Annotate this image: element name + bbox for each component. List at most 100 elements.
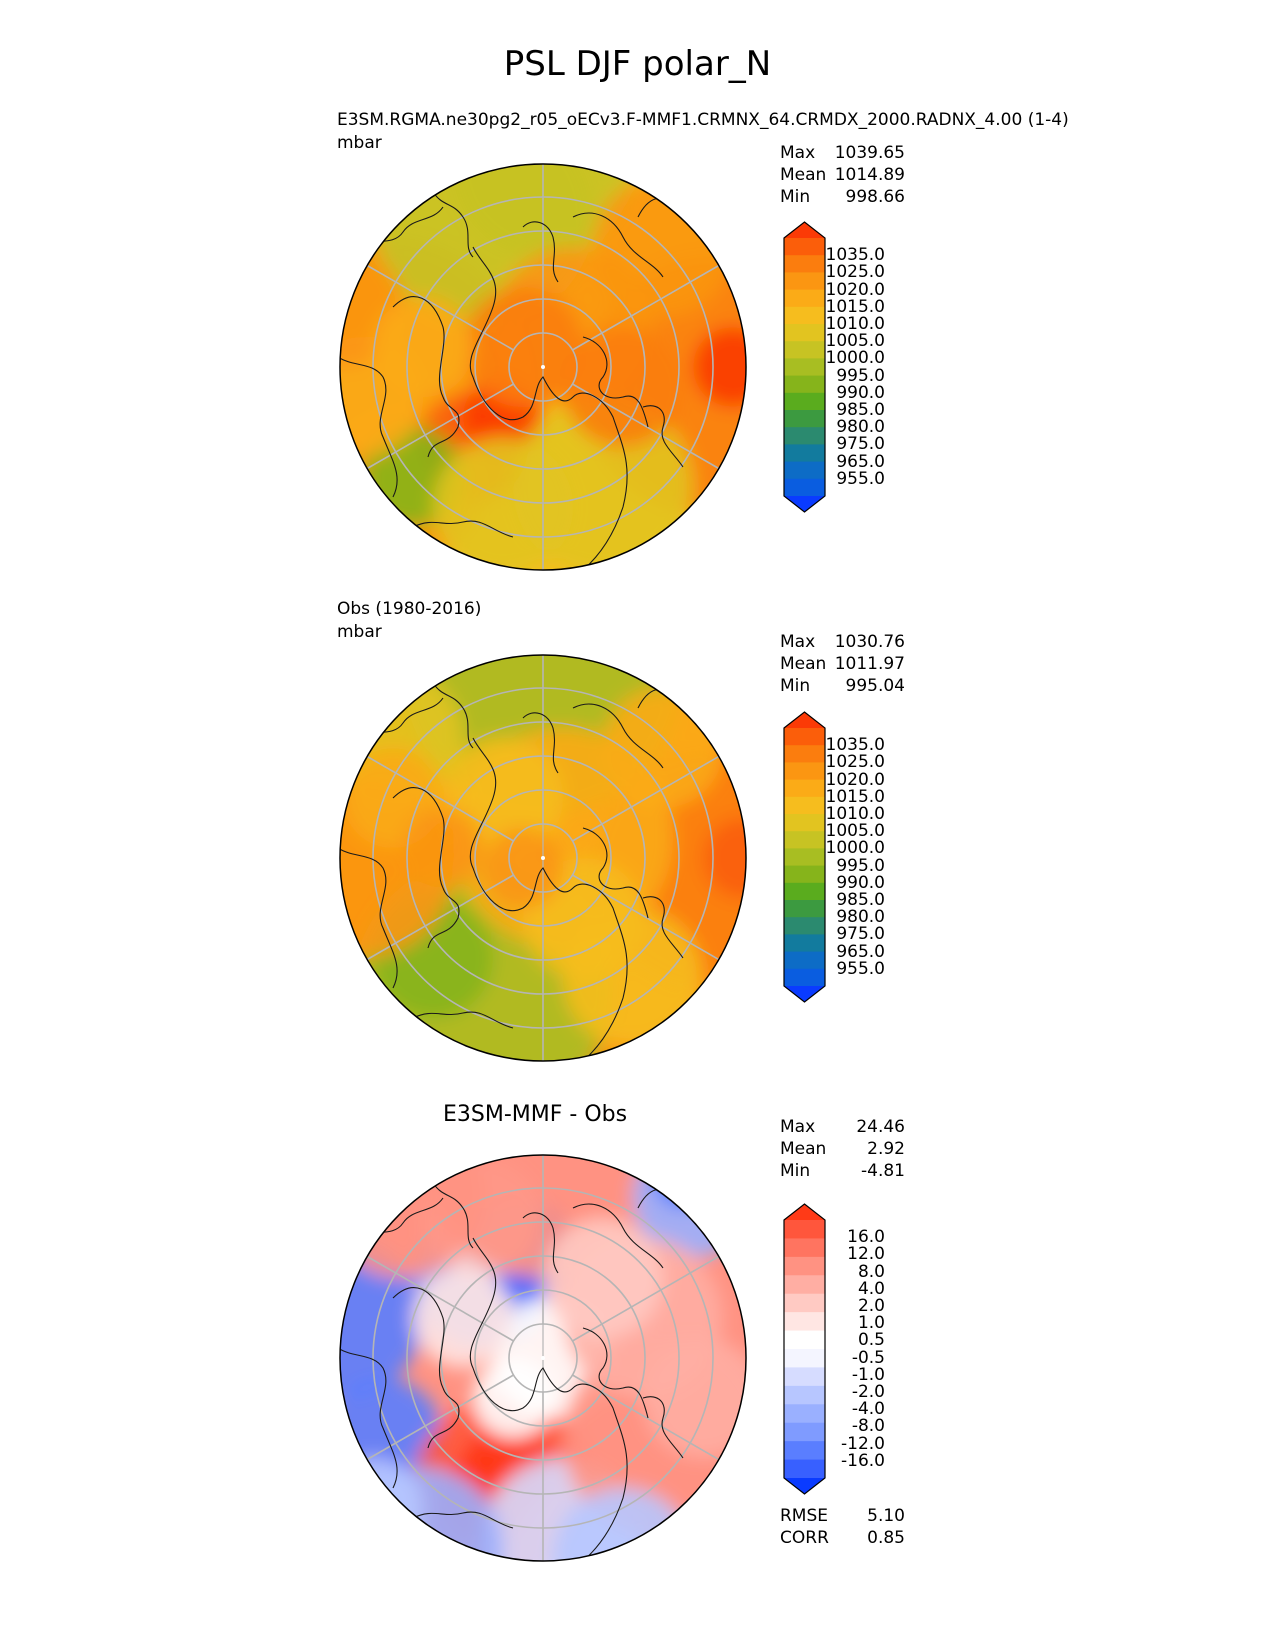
- coastline: [469, 246, 628, 570]
- colorbar-segment: [784, 934, 825, 953]
- colorbar-tick-label: 1.0: [857, 1313, 885, 1334]
- coastline: [392, 787, 460, 949]
- colorbar-segment: [784, 410, 825, 428]
- coastline: [469, 1237, 628, 1561]
- colorbar-tick-label: -8.0: [851, 1416, 885, 1437]
- obs-max-value: 1030.76: [834, 632, 905, 652]
- coastline: [340, 1347, 398, 1489]
- corr-value: 0.85: [867, 1528, 905, 1548]
- colorbar-outline: [783, 221, 826, 513]
- diff-min-label: Min: [780, 1161, 811, 1181]
- coastline: [340, 847, 398, 989]
- obs-mean-value: 1011.97: [834, 654, 905, 674]
- coastline: [642, 405, 684, 468]
- coastline: [522, 712, 559, 774]
- colorbar-segment: [784, 1385, 825, 1405]
- coastline: [412, 1011, 514, 1029]
- model-max-value: 1039.65: [834, 143, 905, 163]
- rmse-label: RMSE: [780, 1506, 829, 1526]
- diff-title: E3SM-MMF - Obs: [443, 1102, 628, 1127]
- meridian-gridline: [366, 383, 514, 470]
- colorbar-segment: [784, 289, 825, 308]
- model-min-label: Min: [780, 187, 811, 207]
- colorbar-tick-label: 1035.0: [825, 245, 885, 266]
- colorbar-tick-label: 16.0: [847, 1227, 885, 1248]
- figure-title: PSL DJF polar_N: [503, 44, 772, 84]
- colorbar-segment: [784, 1349, 825, 1368]
- colorbar-segment: [784, 358, 825, 377]
- colorbar-tick-label: 975.0: [836, 434, 885, 455]
- colorbar-tick-label: 980.0: [836, 907, 885, 928]
- coastline: [392, 296, 460, 458]
- model-mean-label: Mean: [780, 165, 827, 185]
- diff-mean-value: 2.92: [867, 1139, 905, 1159]
- colorbar-tick-label: 965.0: [836, 451, 885, 472]
- colorbar-tick-label: 1005.0: [825, 331, 885, 352]
- colorbar-segment: [784, 968, 825, 987]
- field-contour: [340, 1155, 483, 1278]
- colorbar-segment: [784, 324, 825, 342]
- colorbar-segment: [784, 1404, 825, 1424]
- obs-mean-label: Mean: [780, 654, 827, 674]
- corr-label: CORR: [780, 1528, 829, 1548]
- colorbar-tick-label: -4.0: [851, 1399, 885, 1420]
- colorbar-tick-label: 4.0: [857, 1278, 885, 1299]
- colorbar-extend-max: [784, 222, 825, 238]
- field-contour: [693, 327, 746, 407]
- colorbar-segment: [784, 272, 825, 291]
- colorbar-tick-label: 995.0: [836, 855, 885, 876]
- colorbar-extend-min: [784, 986, 825, 1002]
- colorbar-tick-label: 975.0: [836, 924, 885, 945]
- coastline: [412, 1511, 514, 1529]
- colorbar-tick-label: 12.0: [847, 1244, 885, 1265]
- map-boundary: [339, 654, 747, 1062]
- north-pole-marker: [541, 365, 545, 369]
- meridian-gridline: [366, 1374, 514, 1461]
- colorbar-tick-label: 985.0: [836, 890, 885, 910]
- colorbar-segment: [784, 917, 825, 935]
- colorbar-segment: [784, 1330, 825, 1350]
- field-contour: [543, 1218, 663, 1338]
- colorbar-segment: [784, 1238, 825, 1258]
- colorbar-tick-label: 1010.0: [825, 804, 885, 824]
- colorbar-tick-label: 1020.0: [825, 769, 885, 790]
- colorbar-tick-label: 0.5: [857, 1330, 885, 1351]
- colorbar-tick-label: 1000.0: [825, 838, 885, 859]
- colorbar-segment: [784, 814, 825, 832]
- colorbar-tick-label: 1015.0: [825, 786, 885, 807]
- colorbar-tick-label: -2.0: [851, 1382, 885, 1402]
- diff-mean-label: Mean: [780, 1139, 827, 1159]
- colorbar-extend-max: [784, 1204, 825, 1220]
- colorbar-segment: [784, 728, 825, 746]
- field-contour: [463, 287, 583, 407]
- colorbar-tick-label: 990.0: [836, 872, 885, 893]
- colorbar-segment: [784, 1275, 825, 1295]
- model-max-label: Max: [780, 143, 816, 163]
- diff-max-label: Max: [780, 1117, 816, 1137]
- colorbar-segment: [784, 882, 825, 901]
- field-contour: [703, 818, 746, 898]
- north-pole-marker: [541, 1356, 545, 1360]
- colorbar-tick-label: -16.0: [841, 1450, 885, 1471]
- colorbar-tick-label: 1025.0: [825, 262, 885, 283]
- rmse-value: 5.10: [867, 1506, 905, 1526]
- field-contour: [340, 1458, 423, 1558]
- coastline: [432, 191, 474, 258]
- coastline: [522, 1212, 559, 1274]
- coastline: [432, 1182, 474, 1249]
- obs-min-value: 995.04: [845, 676, 905, 696]
- colorbar-segment: [784, 255, 825, 273]
- colorbar-tick-label: 8.0: [857, 1261, 885, 1282]
- colorbar-diff: [783, 1203, 826, 1495]
- colorbar-tick-label: 1035.0: [825, 735, 885, 756]
- meridian-gridline: [572, 1255, 720, 1342]
- model-min-value: 998.66: [845, 187, 905, 207]
- colorbar-tick-label: 1010.0: [825, 314, 885, 334]
- colorbar-extend-min: [784, 496, 825, 512]
- colorbar-tick-label: 1020.0: [825, 279, 885, 300]
- colorbar-segment: [784, 831, 825, 849]
- field-contour: [603, 688, 723, 808]
- colorbar-tick-label: 1025.0: [825, 752, 885, 773]
- colorbar-extend-min: [784, 1478, 825, 1494]
